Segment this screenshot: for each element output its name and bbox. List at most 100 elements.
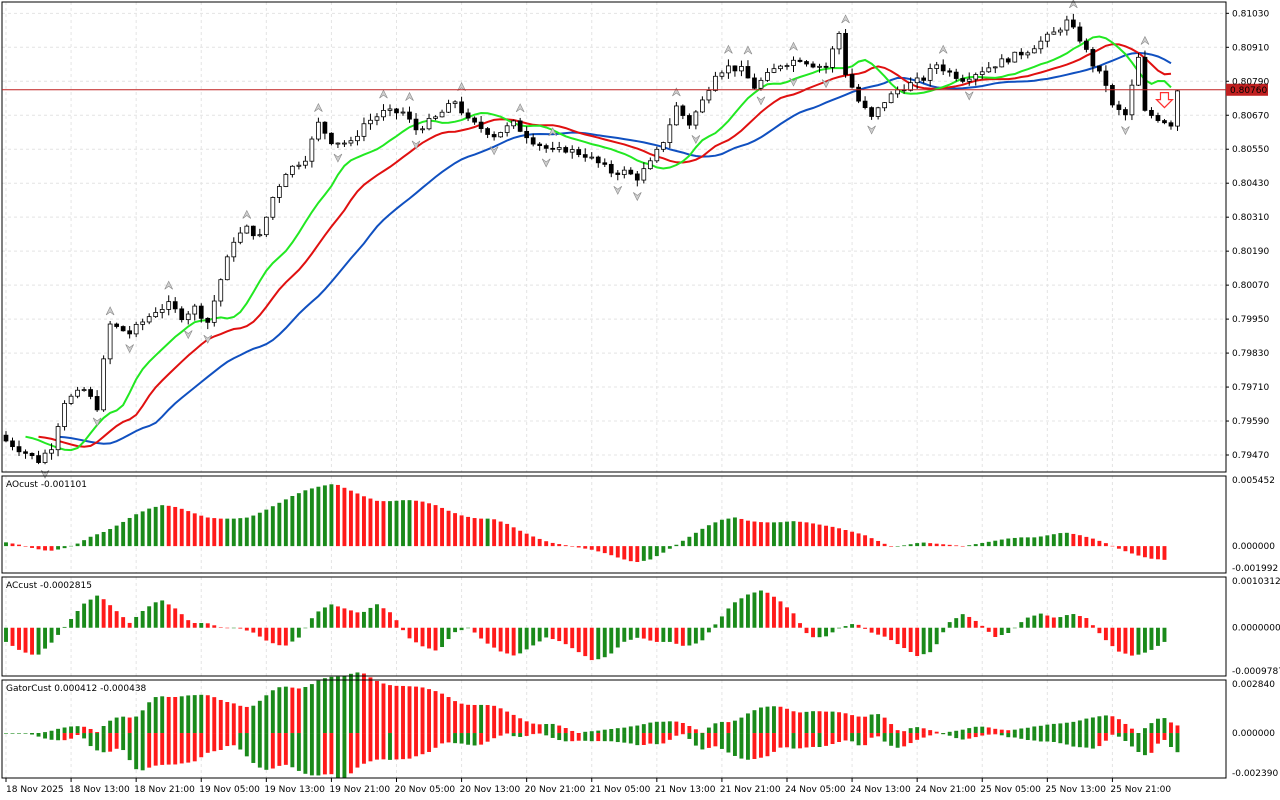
gator-upper-bar — [186, 695, 191, 734]
gator-lower-bar — [596, 733, 601, 742]
gator-lower-bar — [752, 733, 757, 759]
ao-bar — [309, 488, 314, 547]
candle-body — [16, 446, 22, 453]
candle-body — [23, 451, 28, 454]
ac-bar — [166, 604, 171, 628]
gator-upper-bar — [1169, 722, 1173, 734]
ao-bar — [414, 500, 418, 547]
candle-body — [166, 301, 172, 310]
ao-bar — [791, 521, 796, 547]
candle-body — [934, 64, 940, 69]
ao-bar — [427, 503, 431, 547]
ao-bar — [602, 546, 607, 554]
ac-bar — [993, 627, 998, 637]
gator-upper-bar — [466, 704, 471, 734]
ao-bar — [1032, 537, 1037, 547]
gator-upper-bar — [667, 721, 672, 734]
gator-upper-bar — [635, 725, 640, 734]
ao-bar — [687, 536, 692, 547]
candle-body — [849, 74, 855, 88]
x-tick-label: 21 Nov 05:00 — [590, 785, 651, 795]
ac-pane[interactable] — [4, 590, 1167, 661]
candle-body — [615, 172, 621, 175]
ao-bar — [225, 518, 230, 547]
candle-body — [290, 165, 295, 175]
gator-upper-bar — [1006, 730, 1011, 734]
gator-lower-bar — [414, 733, 418, 757]
ao-bar — [440, 507, 445, 547]
gator-lower-bar — [1169, 733, 1173, 747]
gator-upper-bar — [121, 716, 126, 734]
gator-upper-bar — [674, 721, 679, 734]
ao-bar — [960, 545, 965, 547]
candle-body — [875, 107, 881, 117]
ao-bar — [1149, 546, 1154, 559]
y-tick-label: 0.80430 — [1232, 179, 1269, 189]
gator-upper-bar — [140, 710, 145, 734]
y-tick-label: 0.79590 — [1232, 417, 1269, 427]
candle-body — [381, 109, 386, 118]
gator-upper-bar — [765, 706, 770, 734]
gator-upper-bar — [785, 708, 789, 734]
candle-body — [361, 123, 367, 137]
candle-body — [224, 256, 230, 281]
candle-body — [192, 305, 198, 315]
gator-upper-bar — [557, 725, 562, 734]
gator-upper-bar — [166, 696, 171, 734]
ac-bar — [342, 608, 347, 628]
gator-upper-bar — [882, 717, 887, 734]
ac-bar — [49, 627, 54, 643]
gator-lower-bar — [407, 733, 412, 759]
ao-bar — [147, 508, 152, 547]
candle-body — [211, 300, 217, 323]
gator-upper-bar — [628, 726, 633, 734]
ac-bar — [127, 622, 132, 628]
gator-lower-bar — [518, 733, 523, 737]
ac-bar — [1051, 617, 1056, 628]
gator-pane[interactable] — [4, 672, 1180, 779]
candle-body — [413, 118, 419, 131]
candle-body — [823, 65, 829, 68]
current-price-line: 0.80760 — [2, 83, 1268, 96]
price-pane[interactable] — [3, 0, 1180, 479]
candle-body — [42, 452, 48, 463]
gator-upper-bar — [622, 727, 627, 734]
fractal-up-arrow — [1069, 0, 1078, 9]
candle-body — [465, 112, 471, 119]
ao-bar — [719, 519, 724, 547]
gator-upper-bar — [895, 730, 900, 734]
ao-bar — [121, 521, 126, 547]
ao-bar — [772, 522, 776, 547]
ao-bar — [56, 546, 61, 550]
ao-bar — [921, 542, 926, 547]
candle-body — [602, 162, 608, 165]
ao-bar — [114, 525, 119, 547]
x-tick-label: 19 Nov 21:00 — [329, 785, 390, 795]
fractal-down-arrow — [756, 96, 766, 106]
ac-bar — [433, 627, 438, 651]
gator-lower-bar — [335, 733, 340, 778]
fractal-down-arrow — [92, 417, 102, 427]
candle-body — [205, 317, 211, 323]
gator-lower-bar — [941, 733, 946, 735]
gator-upper-bar — [270, 690, 275, 734]
ao-pane[interactable] — [4, 484, 1167, 563]
ao-bar — [257, 512, 262, 547]
price-axis: 0.81030 0.80910 0.80790 0.80670 0.80550 0.804… — [1226, 9, 1280, 779]
candle-body — [1129, 84, 1135, 116]
ac-bar — [739, 598, 744, 628]
ac-bar — [576, 627, 581, 653]
gator-upper-bar — [316, 680, 321, 734]
sell-signal-arrow — [1155, 92, 1174, 109]
ao-bar — [95, 534, 100, 547]
gator-lower-bar — [62, 733, 67, 741]
candle-body — [1084, 40, 1089, 50]
ac-bar — [1032, 615, 1037, 628]
candle-body — [303, 160, 308, 166]
ao-bar — [843, 530, 848, 547]
ac-bar — [941, 627, 946, 633]
gator-upper-bar — [199, 694, 204, 734]
gator-upper-bar — [687, 726, 692, 734]
ao-bar — [160, 505, 165, 547]
